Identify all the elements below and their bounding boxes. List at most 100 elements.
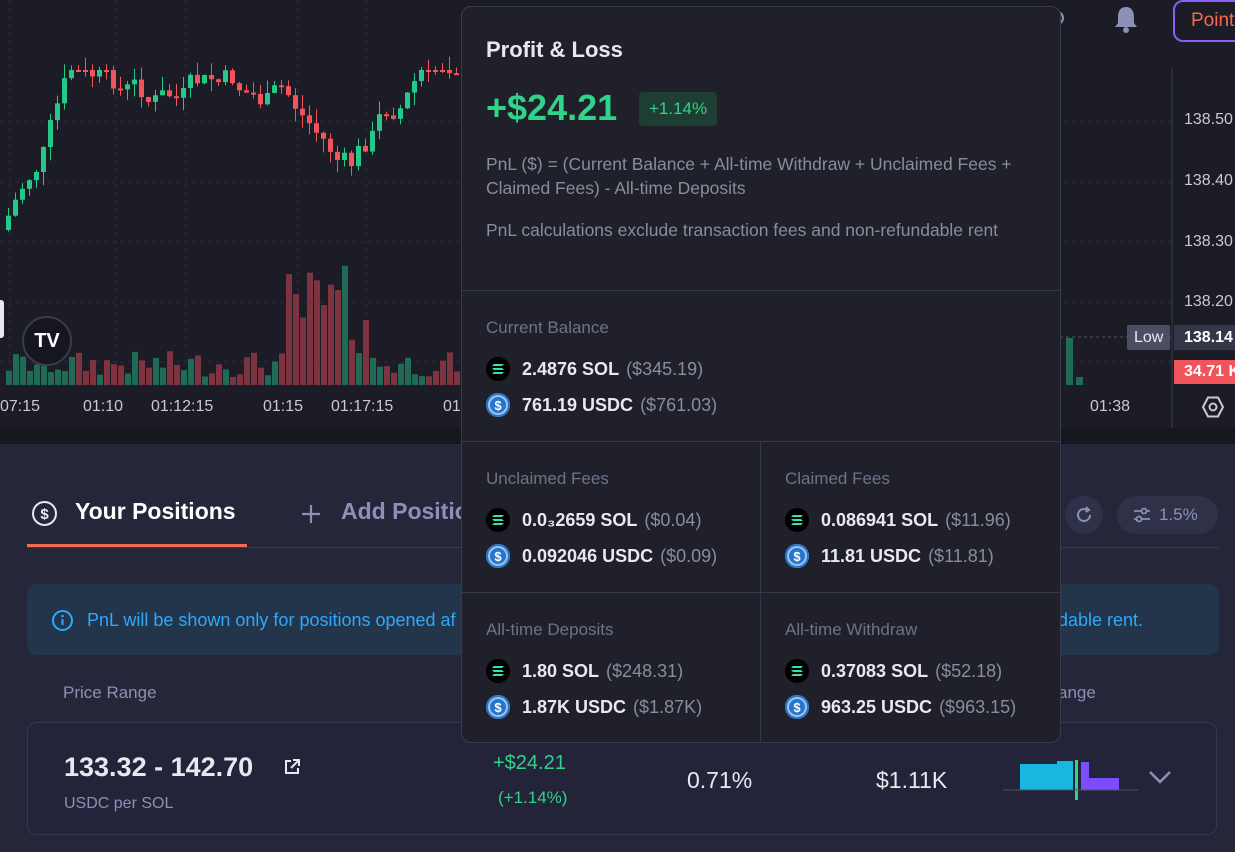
sliders-icon <box>1134 507 1150 523</box>
price-tick: 138.40 <box>1184 172 1233 189</box>
candle-body <box>398 108 403 119</box>
token-amount: 11.81 USDC <box>821 545 922 566</box>
volume-bar <box>454 371 460 385</box>
volume-bar <box>153 357 159 385</box>
tooltip-divider <box>462 441 1060 442</box>
candle-body <box>132 79 137 85</box>
current-balance-usdc: $ 761.19 USDC ($761.03) <box>486 393 717 417</box>
volume-bar <box>41 351 47 385</box>
time-tick: 07:15 <box>0 398 41 415</box>
volume-bar <box>13 354 19 385</box>
volume-bar <box>237 374 243 385</box>
price-tick: 138.30 <box>1184 233 1233 250</box>
tab-add-position[interactable]: Add Position <box>341 498 483 524</box>
deposits-sol: 1.80 SOL ($248.31) <box>486 659 683 683</box>
low-price-value: 138.14 <box>1174 325 1235 350</box>
sol-token-icon <box>486 659 510 683</box>
position-price-unit: USDC per SOL <box>64 795 174 812</box>
refresh-icon <box>1077 506 1091 522</box>
volume-bar <box>195 355 201 385</box>
chevron-down-icon[interactable] <box>1147 768 1173 786</box>
candle-body <box>209 75 214 80</box>
volume-bar <box>125 373 131 385</box>
candle-body <box>314 123 319 133</box>
volume-bar <box>363 319 369 385</box>
candle-body <box>286 86 291 96</box>
low-price-label: Low <box>1127 325 1171 350</box>
volume-bar <box>139 360 145 385</box>
volume-bar <box>426 376 432 385</box>
banner-text: PnL will be shown only for positions ope… <box>87 610 456 630</box>
candle-body <box>223 70 228 83</box>
volume-bar <box>258 367 264 385</box>
info-icon <box>52 610 73 631</box>
candle-body <box>447 70 452 74</box>
usdc-token-icon: $ <box>785 695 809 719</box>
external-link-icon[interactable] <box>283 758 301 776</box>
time-tick: 01:38 <box>1090 398 1131 415</box>
volume-bar <box>1066 338 1073 385</box>
chart-settings-button[interactable] <box>1198 392 1228 422</box>
token-amount: 0.086941 SOL <box>821 509 939 530</box>
volume-bar <box>335 290 341 385</box>
volume-bar <box>209 373 215 385</box>
plus-icon <box>302 505 320 523</box>
volume-bar <box>69 356 75 385</box>
volume-bar <box>279 353 285 385</box>
volume-bar <box>111 364 117 385</box>
volume-bar <box>181 370 187 385</box>
candle-body <box>251 92 256 95</box>
token-usd-value: ($248.31) <box>606 660 684 681</box>
banner-text-end: dable rent. <box>1058 610 1144 630</box>
range-bar <box>1081 778 1119 790</box>
pnl-percent-badge: +1.14% <box>639 92 718 126</box>
candle-body <box>202 75 207 84</box>
candle-body <box>328 138 333 152</box>
price-tick: 138.50 <box>1184 111 1233 128</box>
token-amount: 1.80 SOL <box>522 660 600 681</box>
candle-body <box>335 151 340 160</box>
claimed-fees-label: Claimed Fees <box>785 469 890 488</box>
bell-icon[interactable] <box>1112 4 1140 34</box>
refresh-button[interactable] <box>1065 496 1103 534</box>
volume-bar <box>251 352 257 385</box>
volume-bar <box>307 272 313 385</box>
current-balance-sol: 2.4876 SOL ($345.19) <box>486 357 703 381</box>
candle-body <box>118 88 123 91</box>
candle-body <box>433 70 438 72</box>
volume-bar <box>349 339 355 385</box>
chart-resize-handle[interactable] <box>0 300 4 338</box>
candle-body <box>307 115 312 124</box>
points-button[interactable]: Point <box>1173 0 1235 42</box>
volume-bar <box>321 305 327 385</box>
volume-bar <box>342 265 348 385</box>
current-balance-label: Current Balance <box>486 318 609 337</box>
candle-body <box>454 73 459 76</box>
liquidity-distribution-chart <box>1003 760 1138 800</box>
slippage-button[interactable]: 1.5% <box>1117 496 1218 534</box>
candle-body <box>293 95 298 109</box>
candle-body <box>377 114 382 131</box>
volume-bar <box>174 364 180 385</box>
slippage-value: 1.5% <box>1159 505 1198 524</box>
usdc-token-icon: $ <box>486 695 510 719</box>
volume-bar <box>83 370 89 385</box>
volume-bar <box>293 293 299 385</box>
tab-your-positions[interactable]: Your Positions <box>75 498 236 524</box>
candle-body <box>153 95 158 102</box>
candle-body <box>90 70 95 77</box>
unclaimed-fees-label: Unclaimed Fees <box>486 469 609 488</box>
column-header-range: ange <box>1058 683 1096 702</box>
price-tick: 138.20 <box>1184 293 1233 310</box>
volume-bar <box>447 352 453 385</box>
token-usd-value: ($345.19) <box>626 358 704 379</box>
tooltip-divider <box>462 290 1060 291</box>
volume-bar <box>34 364 40 385</box>
candle-body <box>55 103 60 121</box>
candle-body <box>83 70 88 72</box>
claimed-fees-sol: 0.086941 SOL ($11.96) <box>785 508 1011 532</box>
candle-body <box>69 70 74 79</box>
candle-body <box>363 145 368 152</box>
token-amount: 2.4876 SOL <box>522 358 620 379</box>
candlestick-chart[interactable] <box>0 0 1235 428</box>
